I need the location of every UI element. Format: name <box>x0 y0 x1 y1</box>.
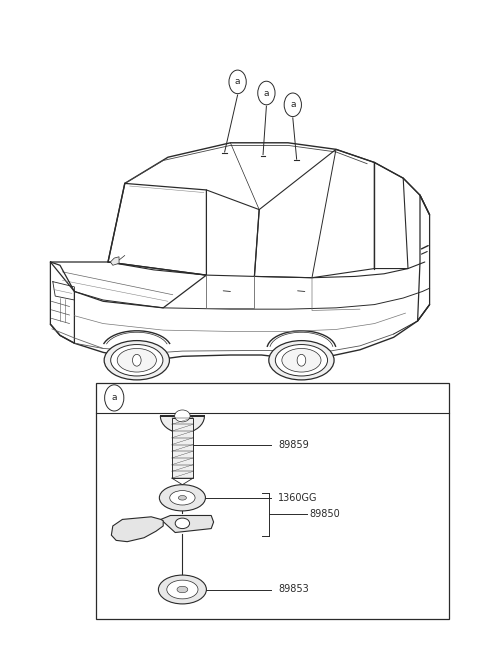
Ellipse shape <box>177 586 188 593</box>
Ellipse shape <box>276 345 327 376</box>
Ellipse shape <box>175 518 190 529</box>
Bar <box>96 383 449 619</box>
Ellipse shape <box>159 485 205 511</box>
Text: 89859: 89859 <box>278 440 309 451</box>
Ellipse shape <box>111 345 163 376</box>
Text: a: a <box>264 88 269 98</box>
Text: 89850: 89850 <box>310 509 340 519</box>
Circle shape <box>297 354 306 366</box>
Text: a: a <box>290 100 296 109</box>
Ellipse shape <box>282 348 321 372</box>
Ellipse shape <box>170 491 195 505</box>
Ellipse shape <box>104 341 169 380</box>
Text: a: a <box>235 77 240 86</box>
Circle shape <box>258 81 275 105</box>
Bar <box>172 418 193 478</box>
Ellipse shape <box>158 575 206 604</box>
Text: 1360GG: 1360GG <box>278 493 318 503</box>
Ellipse shape <box>269 341 334 380</box>
Ellipse shape <box>179 496 186 500</box>
Ellipse shape <box>117 348 156 372</box>
Text: 89853: 89853 <box>278 584 309 595</box>
Circle shape <box>229 70 246 94</box>
Circle shape <box>284 93 301 117</box>
Circle shape <box>105 385 124 411</box>
Polygon shape <box>160 416 204 433</box>
Text: a: a <box>111 394 117 402</box>
Ellipse shape <box>167 580 198 599</box>
Ellipse shape <box>175 410 190 422</box>
Circle shape <box>132 354 141 366</box>
Polygon shape <box>161 515 214 533</box>
Polygon shape <box>111 517 163 542</box>
Polygon shape <box>110 257 119 265</box>
